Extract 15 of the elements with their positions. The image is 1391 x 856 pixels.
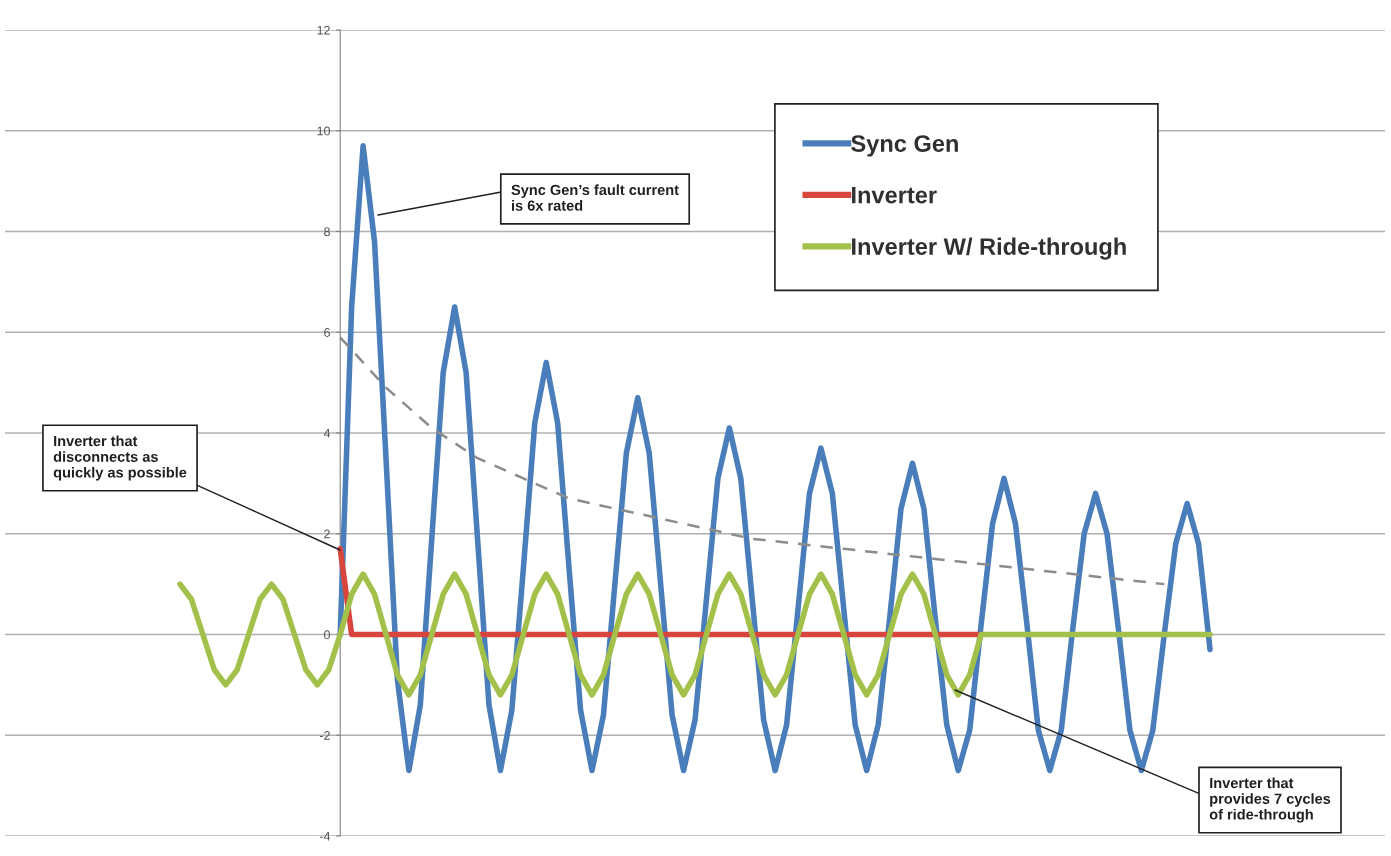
annotation: Inverter that provides 7 cycles of ride-through (1209, 777, 1331, 823)
legend-label: Inverter W/ Ride-through (852, 237, 1126, 260)
y-tick-label: 12 (317, 25, 330, 35)
y-tick-label: 2 (324, 529, 330, 539)
annotation: Inverter that disconnects as quickly as possible (53, 435, 187, 481)
legend-label: Inverter (852, 186, 937, 204)
y-tick-label: 10 (317, 126, 330, 136)
annotation: Sync Gen’s fault current is 6x rated (511, 184, 679, 211)
y-tick-label: -4 (319, 831, 331, 841)
y-tick-label: 6 (324, 328, 330, 337)
y-tick-label: 8 (324, 227, 330, 237)
y-tick-label: 0 (324, 630, 330, 640)
y-tick-label: -2 (319, 731, 330, 740)
legend-label: Sync Gen (851, 135, 958, 157)
y-tick-label: 4 (323, 428, 331, 438)
